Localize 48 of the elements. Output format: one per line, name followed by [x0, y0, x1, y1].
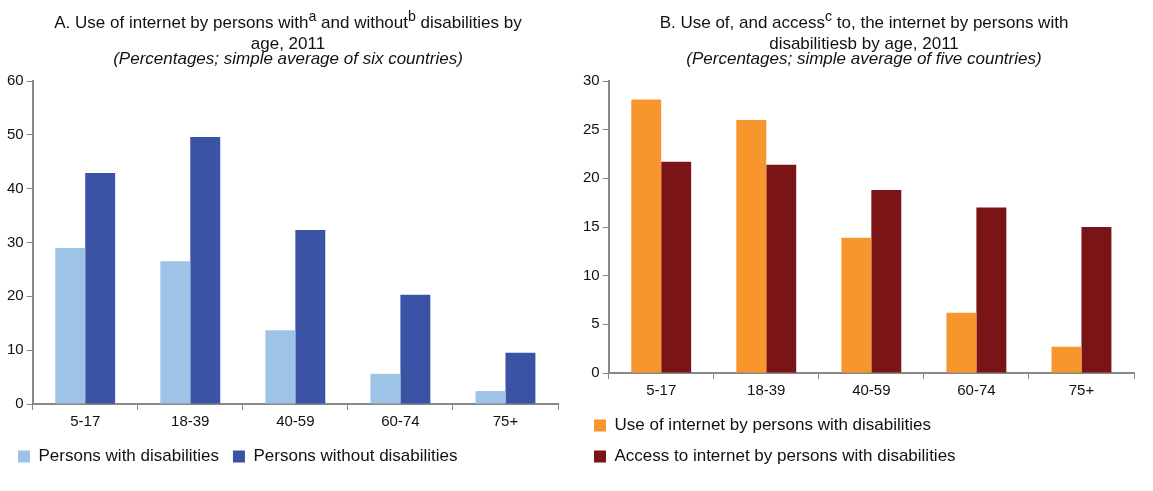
- x-tick-label: 60-74: [957, 381, 996, 399]
- bar: [976, 207, 1007, 373]
- x-tick-label: 18-39: [171, 412, 210, 430]
- y-tick-label: 25: [583, 119, 600, 137]
- bar: [190, 136, 221, 404]
- y-tick-label: 20: [583, 168, 600, 186]
- legend-label: Use of internet by persons with disabilities: [614, 415, 932, 435]
- y-tick-label: 10: [583, 265, 600, 283]
- x-tick-label: 75+: [492, 412, 519, 430]
- bar: [265, 330, 296, 404]
- x-tick-label: 5-17: [70, 412, 101, 430]
- y-tick-label: 20: [7, 286, 24, 304]
- y-tick-label: 30: [583, 71, 600, 89]
- x-tick-label: 40-59: [276, 412, 315, 430]
- bar: [631, 99, 662, 373]
- y-tick-label: 30: [7, 232, 24, 250]
- y-tick-label: 5: [591, 314, 600, 332]
- y-tick-label: 10: [7, 340, 24, 358]
- x-tick-label: 5-17: [646, 381, 677, 399]
- x-tick-label: 40-59: [852, 381, 891, 399]
- legend-label: Access to internet by persons with disabilities: [614, 446, 956, 466]
- x-tick-label: 60-74: [381, 412, 420, 430]
- y-tick-label: 0: [591, 363, 600, 381]
- x-tick-label: 75+: [1068, 381, 1095, 399]
- bar: [946, 312, 977, 373]
- bar: [841, 237, 872, 373]
- bar: [475, 391, 506, 404]
- bar: [295, 230, 326, 404]
- bar: [370, 373, 401, 404]
- x-tick-label: 18-39: [747, 381, 786, 399]
- bar: [661, 161, 692, 373]
- bar: [1081, 227, 1112, 373]
- bar: [85, 173, 116, 404]
- bar: [736, 119, 767, 373]
- bar: [1051, 346, 1082, 373]
- bar: [55, 247, 86, 404]
- y-tick-label: 0: [15, 394, 24, 412]
- y-tick-label: 15: [583, 217, 600, 235]
- y-tick-label: 60: [7, 71, 24, 89]
- bar: [400, 294, 431, 404]
- y-tick-label: 50: [7, 124, 24, 142]
- bar: [505, 352, 536, 404]
- bar: [160, 261, 191, 404]
- bar: [766, 164, 797, 373]
- bar: [871, 190, 902, 373]
- legend-label: Persons without disabilities: [253, 446, 458, 466]
- legend-label: Persons with disabilities: [38, 446, 219, 466]
- y-tick-label: 40: [7, 178, 24, 196]
